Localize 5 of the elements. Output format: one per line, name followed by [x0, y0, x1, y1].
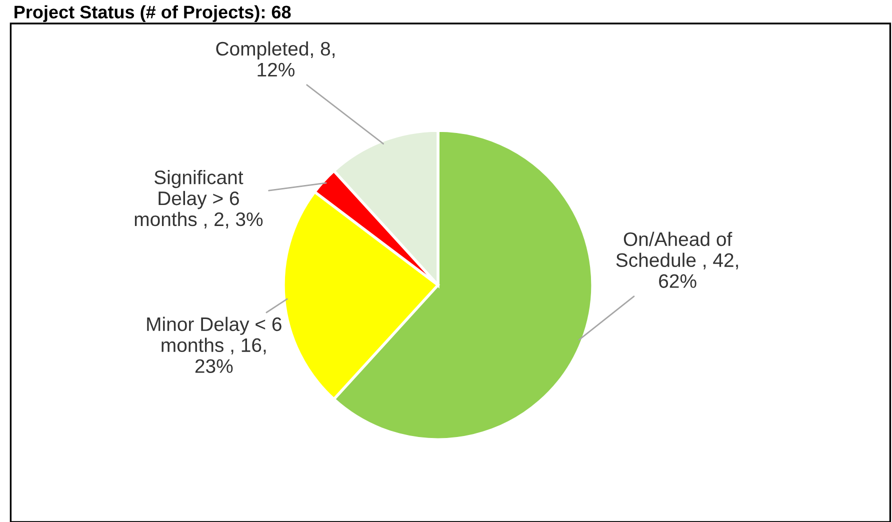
slice-label: Minor Delay < 6 months , 16, 23%: [147, 316, 282, 373]
slice-label: Significant Delay > 6 months , 2, 3%: [134, 170, 263, 228]
chart-title: Project Status (# of Projects): 68: [14, 5, 291, 22]
slice-label: On/Ahead of Schedule , 42, 62%: [616, 232, 738, 288]
slice-label: Completed, 8, 12%: [216, 41, 335, 77]
